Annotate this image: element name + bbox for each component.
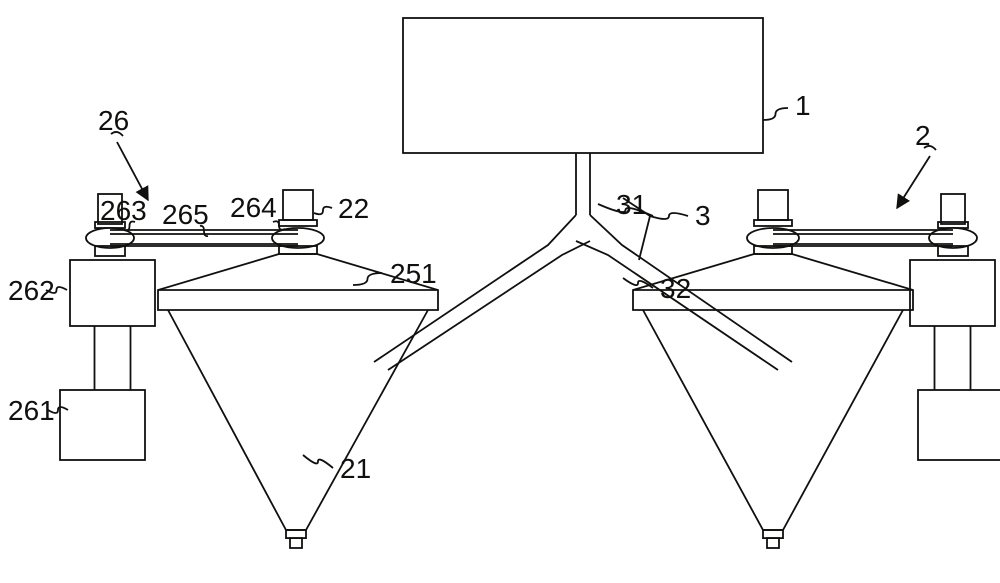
label-32: 32 xyxy=(660,273,691,304)
label-22: 22 xyxy=(338,193,369,224)
label-262: 262 xyxy=(8,275,55,306)
label-261: 261 xyxy=(8,395,55,426)
label-26: 26 xyxy=(98,105,129,136)
label-21: 21 xyxy=(340,453,371,484)
label-264: 264 xyxy=(230,192,277,223)
technical-diagram: 1 2 3 31 32 21 22 251 26 261 262 263 264 265 xyxy=(0,0,1000,583)
label-265: 265 xyxy=(162,199,209,230)
labels-layer: 1 2 3 31 32 21 22 251 26 261 262 263 264 265 xyxy=(8,90,931,484)
label-3: 3 xyxy=(695,200,711,231)
label-251: 251 xyxy=(390,258,437,289)
label-1: 1 xyxy=(795,90,811,121)
label-31: 31 xyxy=(616,189,647,220)
label-263: 263 xyxy=(100,195,147,226)
label-2: 2 xyxy=(915,120,931,151)
drawing-layer xyxy=(46,18,1000,548)
